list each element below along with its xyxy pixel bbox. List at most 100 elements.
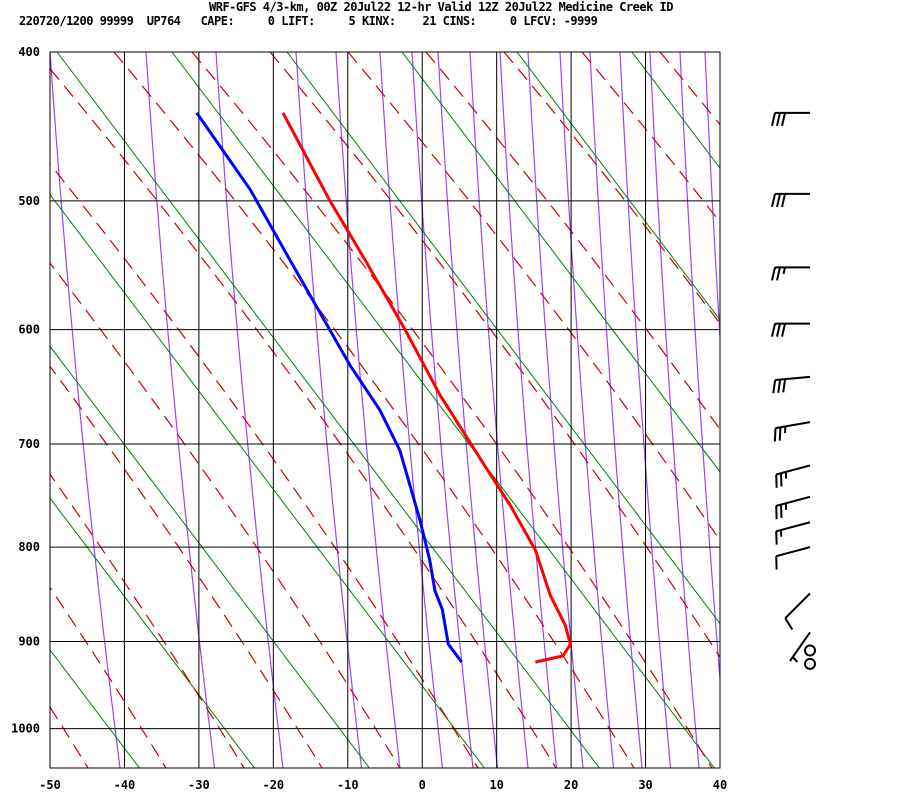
barb-feather xyxy=(772,379,777,394)
mixing-ratio-line xyxy=(171,52,715,768)
y-tick-label: 500 xyxy=(18,194,40,208)
wind-barb xyxy=(771,322,810,337)
moist-adiabat-line xyxy=(50,586,167,768)
barb-staff xyxy=(775,464,811,476)
dry-adiabat-line xyxy=(215,52,284,768)
barb-staff xyxy=(775,375,811,381)
dry-adiabat-line xyxy=(469,52,529,768)
dry-adiabat-line xyxy=(527,52,584,768)
x-tick-label: -30 xyxy=(188,778,210,792)
y-tick-label: 700 xyxy=(18,437,40,451)
barb-feather xyxy=(782,378,787,393)
sounding-indices: 220720/1200 99999 UP764 CAPE: 0 LIFT: 5 … xyxy=(19,14,598,28)
barb-feather xyxy=(776,112,781,127)
barb-feather xyxy=(782,267,786,275)
wind-barb xyxy=(775,495,811,520)
barb-staff xyxy=(775,521,811,533)
plot-frame xyxy=(49,51,721,769)
x-tick-label: 40 xyxy=(713,778,727,792)
barb-feather xyxy=(784,617,794,631)
dry-adiabat-line xyxy=(411,52,474,768)
barb-feather xyxy=(771,267,776,281)
x-tick-label: -40 xyxy=(114,778,136,792)
wind-barb xyxy=(775,521,811,545)
barb-staff xyxy=(775,421,811,430)
chart-title: WRF-GFS 4/3-km, 00Z 20Jul22 12-hr Valid … xyxy=(209,0,674,14)
moist-adiabat-line xyxy=(113,52,635,768)
moist-adiabat-line xyxy=(659,52,720,126)
y-tick-label: 1000 xyxy=(11,722,40,736)
barb-feather xyxy=(778,427,782,441)
moist-adiabat-line xyxy=(50,706,89,768)
moist-adiabat-line xyxy=(50,473,245,768)
mixing-ratio-line xyxy=(631,52,720,169)
x-tick-label: -50 xyxy=(39,778,61,792)
x-tick-label: 0 xyxy=(419,778,426,792)
dry-adiabat-line xyxy=(679,52,720,686)
barb-staff xyxy=(789,631,811,662)
x-tick-label: -10 xyxy=(337,778,359,792)
mixing-ratio-line xyxy=(50,649,140,768)
mixing-ratio-line xyxy=(516,52,720,321)
dry-adiabat-line xyxy=(295,52,363,768)
y-tick-label: 800 xyxy=(18,540,40,554)
wind-barb xyxy=(772,375,811,394)
temperature-trace xyxy=(281,112,572,664)
wind-barb xyxy=(804,657,816,670)
barb-feather xyxy=(776,267,781,281)
x-tick-label: 20 xyxy=(564,778,578,792)
barb-feather xyxy=(781,323,786,337)
mixing-ratio-line xyxy=(0,52,24,768)
wind-barb xyxy=(773,421,811,442)
mixing-ratio-line xyxy=(50,345,370,768)
wind-barb xyxy=(775,464,811,488)
moist-adiabat-line xyxy=(425,52,720,431)
y-tick-label: 400 xyxy=(18,45,40,59)
barb-feather xyxy=(781,112,786,127)
wind-barb xyxy=(775,546,811,570)
barb-staff xyxy=(775,495,811,507)
barb-feather xyxy=(771,323,776,337)
moist-adiabat-line xyxy=(0,52,10,768)
mixing-ratio-line xyxy=(401,52,720,473)
wind-barb xyxy=(771,266,810,281)
mixing-ratio-line xyxy=(50,193,485,768)
moist-adiabat-line xyxy=(347,52,720,542)
dry-adiabat-line xyxy=(649,52,700,768)
dry-adiabat-line xyxy=(335,52,401,768)
barb-feather xyxy=(773,428,777,442)
wind-barb xyxy=(789,631,811,663)
dry-adiabat-line xyxy=(619,52,672,768)
mixing-ratio-line xyxy=(56,52,600,768)
barb-feather xyxy=(777,379,782,393)
dry-adiabat-line xyxy=(499,52,558,768)
barb-feather xyxy=(776,193,781,208)
moist-adiabat-line xyxy=(191,52,713,768)
dry-adiabat-line xyxy=(50,52,121,768)
barb-feather xyxy=(781,193,786,208)
barb-staff xyxy=(784,592,811,619)
moist-adiabat-line xyxy=(50,67,557,768)
barb-feather xyxy=(771,112,776,127)
barb-staff xyxy=(775,546,811,558)
wind-barb xyxy=(771,111,810,127)
mixing-ratio-line xyxy=(286,52,720,625)
dry-adiabat-line xyxy=(704,52,720,347)
moist-adiabat-line xyxy=(503,52,720,325)
barb-feather xyxy=(792,656,798,663)
calm-wind-circle xyxy=(804,644,816,657)
mixing-ratio-line xyxy=(50,497,255,768)
dry-adiabat-line xyxy=(145,52,216,768)
x-tick-label: -20 xyxy=(262,778,284,792)
x-tick-label: 10 xyxy=(489,778,503,792)
wind-barb xyxy=(804,644,816,657)
y-tick-label: 600 xyxy=(18,323,40,337)
dry-adiabat-line xyxy=(379,52,444,768)
wind-barb xyxy=(771,192,810,208)
barb-feather xyxy=(771,193,776,208)
mixing-ratio-line xyxy=(747,52,900,768)
dry-adiabat-line xyxy=(589,52,643,768)
y-tick-label: 900 xyxy=(18,634,40,648)
